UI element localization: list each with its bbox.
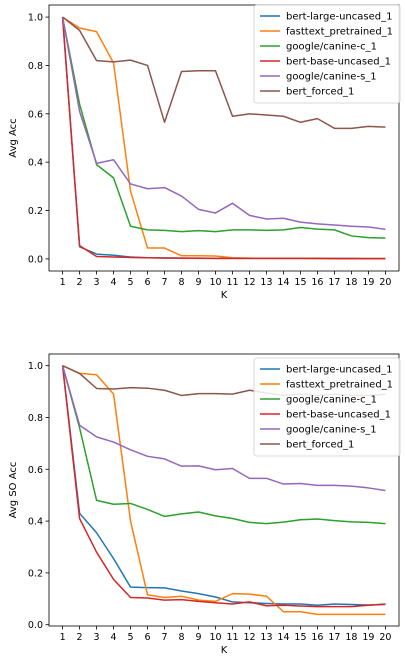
series-line-4 — [61, 17, 386, 260]
x-tick-label: 18 — [345, 632, 357, 643]
chart-1: 1 2 3 4 5 6 7 8 9 10 11 12 13 14 15 16 17 18 19 200.00.20.4… — [8, 4, 401, 301]
y-tick-label: 0.4 — [28, 158, 43, 169]
x-tick-label: 4 — [111, 277, 117, 288]
x-axis-label: K — [221, 290, 228, 301]
legend-label-1: bert-large-uncased_1 — [286, 12, 392, 23]
x-tick-label: 19 — [362, 277, 374, 288]
series-line-5 — [61, 16, 386, 231]
x-tick-label: 15 — [294, 277, 306, 288]
x-tick-label: 6 — [145, 632, 151, 643]
x-tick-label: 7 — [162, 632, 168, 643]
y-tick-label: 0.2 — [28, 206, 43, 217]
series-line-3 — [61, 16, 386, 239]
x-tick-label: 20 — [379, 277, 391, 288]
series-line-4 — [61, 365, 386, 608]
x-tick-label: 8 — [179, 632, 185, 643]
x-tick-label: 1 — [60, 632, 66, 643]
x-tick-label: 14 — [277, 277, 289, 288]
x-tick-label: 9 — [195, 632, 201, 643]
x-tick-label: 11 — [226, 632, 238, 643]
y-axis-label: Avg Acc — [8, 118, 19, 157]
series-line-6 — [62, 16, 386, 130]
legend-label-5: google/canine-s_1 — [286, 72, 377, 83]
y-tick-label: 0.6 — [28, 109, 43, 120]
legend-label-2: fasttext_pretrained_1 — [286, 27, 393, 38]
legend-label-4: bert-base-uncased_1 — [286, 57, 391, 68]
plot-frame — [48, 4, 400, 272]
x-axis-label: K — [221, 645, 228, 656]
x-tick-label: 16 — [311, 632, 323, 643]
legend-label-6: bert_forced_1 — [286, 440, 354, 451]
x-tick-label: 8 — [179, 277, 185, 288]
legend-label-2: fasttext_pretrained_1 — [286, 380, 393, 391]
x-tick-label: 20 — [379, 632, 391, 643]
x-tick-label: 10 — [209, 632, 221, 643]
x-tick-label: 10 — [209, 277, 221, 288]
legend-label-1: bert-large-uncased_1 — [286, 365, 392, 376]
legend-label-3: google/canine-c_1 — [286, 395, 377, 406]
y-tick-label: 0.2 — [28, 568, 43, 579]
x-tick-label: 16 — [311, 277, 323, 288]
x-tick-label: 9 — [195, 277, 201, 288]
x-tick-label: 15 — [294, 632, 306, 643]
y-tick-label: 1.0 — [28, 361, 43, 372]
series-line-5 — [61, 365, 386, 492]
x-tick-label: 17 — [328, 632, 340, 643]
y-tick-label: 0.0 — [28, 254, 43, 265]
x-tick-label: 5 — [128, 277, 134, 288]
x-tick-label: 2 — [77, 632, 83, 643]
legend: bert-large-uncased_1 fasttext_pretrained_… — [253, 4, 401, 104]
series-line-1 — [61, 365, 386, 607]
x-tick-label: 19 — [362, 632, 374, 643]
x-tick-label: 12 — [243, 277, 255, 288]
x-tick-label: 13 — [260, 277, 272, 288]
y-tick-label: 0.8 — [28, 413, 43, 424]
series-line-3 — [61, 365, 386, 525]
x-tick-label: 14 — [277, 632, 289, 643]
series-line-2 — [62, 364, 386, 616]
y-tick-label: 0.0 — [28, 620, 43, 631]
legend-box — [253, 357, 401, 457]
legend-label-3: google/canine-c_1 — [286, 42, 377, 53]
y-axis-label: Avg SO Acc — [8, 462, 19, 519]
y-tick-label: 0.4 — [28, 517, 43, 528]
legend: bert-large-uncased_1 fasttext_pretrained_… — [253, 357, 401, 457]
y-tick-label: 0.6 — [28, 465, 43, 476]
x-tick-label: 18 — [345, 277, 357, 288]
x-tick-label: 2 — [77, 277, 83, 288]
x-tick-label: 7 — [162, 277, 168, 288]
x-tick-label: 13 — [260, 632, 272, 643]
x-tick-label: 3 — [94, 277, 100, 288]
x-tick-label: 3 — [94, 632, 100, 643]
x-tick-label: 4 — [111, 632, 117, 643]
legend-label-5: google/canine-s_1 — [286, 425, 377, 436]
x-tick-label: 5 — [128, 632, 134, 643]
legend-label-6: bert_forced_1 — [286, 87, 354, 98]
x-tick-label: 6 — [145, 277, 151, 288]
x-tick-label: 11 — [226, 277, 238, 288]
x-tick-label: 1 — [60, 277, 66, 288]
y-tick-label: 0.8 — [28, 61, 43, 72]
y-tick-label: 1.0 — [28, 13, 43, 24]
legend-label-4: bert-base-uncased_1 — [286, 410, 391, 421]
chart-2: 1 2 3 4 5 6 7 8 9 10 11 12 13 14 15 16 17 18 19 200.00.20.4… — [8, 353, 401, 656]
x-tick-label: 17 — [328, 277, 340, 288]
plot-frame — [48, 353, 400, 627]
legend-box — [253, 4, 401, 104]
x-tick-label: 12 — [243, 632, 255, 643]
